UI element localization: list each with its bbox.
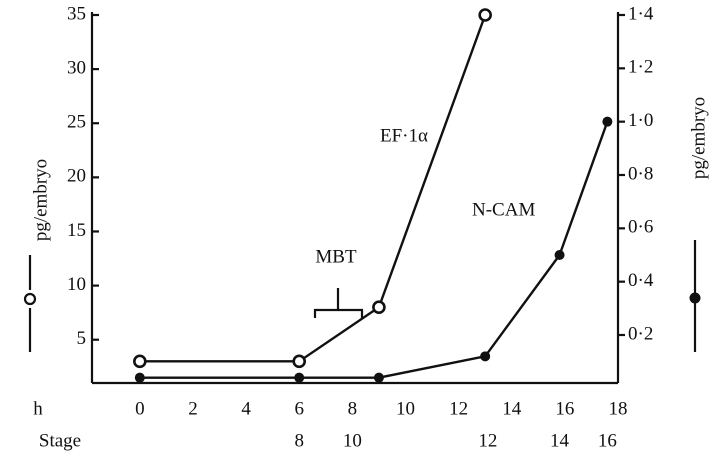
marker [292,354,307,369]
x2-tick-label: 12 [478,430,497,451]
y-tick-label: 10 [67,274,86,295]
x-tick-label: 2 [188,398,198,419]
x-tick-label: 12 [449,398,468,419]
marker [554,250,565,260]
x-tick-label: 8 [348,398,358,419]
y2-tick-label: 1·4 [628,3,654,24]
series-line [139,14,487,363]
y2-tick-label: 1·0 [628,110,653,131]
y2-tick-label: 0·4 [628,270,654,291]
y2-tick-label: 1·2 [628,57,653,78]
y-tick-label: 20 [67,166,86,187]
x2-axis-label: Stage [39,430,81,451]
y-legend-symbol [23,255,37,352]
y2-axis-label: pg/embryo [688,97,709,179]
y-tick-label: 5 [77,328,87,349]
y2-tick-label: 0·6 [628,217,653,238]
annotation: MBT [315,246,357,267]
marker [372,300,386,315]
x-tick-label: 14 [502,398,522,419]
marker [602,116,613,127]
x-tick-label: 0 [135,398,145,419]
marker [373,372,384,383]
marker [480,351,491,362]
y-tick-label: 15 [67,220,86,241]
x-tick-label: 16 [555,398,574,419]
x2-tick-label: 8 [294,430,304,451]
y2-tick-label: 0·8 [628,163,653,184]
marker [133,354,147,369]
x-tick-label: 10 [396,398,415,419]
x-axis-label: h [33,398,43,419]
y-tick-label: 35 [67,3,86,24]
y2-legend-symbol [689,240,701,352]
y2-tick-label: 0·2 [628,323,653,344]
marker [478,8,492,22]
x-tick-label: 6 [294,398,304,419]
x2-tick-label: 10 [343,430,362,451]
marker [134,372,145,383]
y-tick-label: 30 [67,57,86,78]
x-tick-label: 18 [609,398,628,419]
marker [294,372,305,383]
y-axis-label: pg/embryo [30,159,51,241]
y-tick-label: 25 [67,112,86,133]
annotation-bracket [313,288,364,318]
x2-tick-label: 16 [598,430,617,451]
series-label: EF·1α [380,125,428,146]
series-label: N-CAM [472,199,535,220]
x-tick-label: 4 [241,398,251,419]
x2-tick-label: 14 [550,430,570,451]
series-line [139,121,609,379]
